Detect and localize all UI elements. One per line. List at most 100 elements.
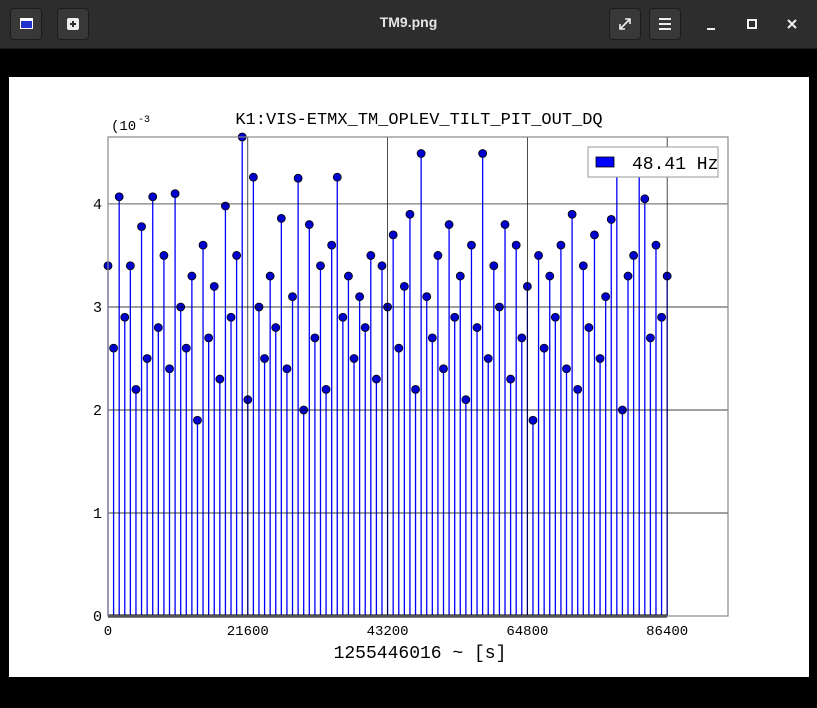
marker [595, 354, 605, 363]
marker [567, 209, 577, 219]
legend-swatch [595, 156, 615, 168]
marker [349, 354, 359, 363]
title-bar: TM9.png [0, 0, 817, 49]
image-viewer: K1:VIS-ETMX_TM_OPLEV_TILT_PIT_OUT_DQ (10… [0, 49, 817, 708]
x-axis-label: 1255446016 ~ [s] [334, 644, 507, 664]
marker [338, 312, 348, 322]
marker [377, 261, 387, 271]
marker [427, 333, 437, 343]
marker [310, 333, 320, 343]
marker [411, 384, 420, 394]
marker [293, 173, 303, 183]
marker [221, 201, 230, 211]
fullscreen-button[interactable] [609, 8, 641, 40]
marker [478, 149, 488, 158]
marker [573, 384, 583, 394]
marker [416, 149, 426, 158]
y-tick-label: 3 [93, 300, 102, 317]
marker [651, 240, 661, 250]
menu-button[interactable] [649, 8, 681, 40]
marker [657, 312, 666, 322]
x-tick-label: 43200 [367, 624, 409, 640]
legend-label: 48.41 Hz [632, 155, 718, 175]
y-tick-label: 4 [93, 197, 102, 214]
marker [209, 281, 219, 291]
marker [327, 240, 337, 250]
marker [562, 364, 571, 374]
marker [467, 240, 476, 250]
marker [489, 261, 499, 271]
marker [131, 384, 141, 394]
marker [125, 261, 135, 271]
icon [659, 18, 671, 30]
marker [148, 192, 158, 202]
marker [422, 292, 432, 302]
marker [355, 292, 365, 302]
marker [366, 251, 376, 260]
marker [265, 271, 275, 281]
marker [590, 230, 599, 240]
marker [517, 333, 527, 343]
plot-frame [107, 136, 729, 617]
chart-title: K1:VIS-ETMX_TM_OPLEV_TILT_PIT_OUT_DQ [235, 111, 602, 130]
marker [405, 209, 415, 219]
marker [332, 172, 342, 182]
marker [450, 312, 460, 322]
marker [360, 323, 370, 332]
x-tick-label: 86400 [646, 624, 688, 640]
marker [640, 194, 650, 204]
marker [181, 343, 191, 353]
marker [165, 364, 174, 374]
marker [187, 271, 197, 281]
marker [511, 240, 521, 250]
marker [472, 323, 482, 332]
new-button[interactable] [57, 8, 89, 40]
marker [534, 251, 543, 260]
icon [20, 18, 33, 29]
marker [645, 333, 655, 343]
y-multiplier-exponent: -3 [138, 115, 150, 126]
marker [629, 251, 639, 260]
y-tick-label: 0 [93, 609, 102, 626]
marker [226, 312, 236, 322]
y-tick-label: 1 [93, 506, 102, 523]
marker [506, 374, 515, 384]
marker [394, 343, 404, 353]
marker [198, 240, 208, 250]
marker [153, 323, 163, 332]
marker [276, 213, 286, 223]
marker [545, 271, 555, 281]
marker [142, 354, 152, 363]
marker [321, 384, 331, 394]
marker [455, 271, 465, 281]
marker [248, 172, 258, 182]
chart: K1:VIS-ETMX_TM_OPLEV_TILT_PIT_OUT_DQ (10… [9, 77, 809, 677]
marker [556, 240, 566, 250]
marker [444, 220, 454, 229]
window-title: TM9.png [379, 14, 438, 30]
marker [344, 271, 353, 281]
y-multiplier: (10 [111, 119, 136, 135]
marker [550, 312, 560, 322]
marker [193, 415, 202, 425]
x-tick-label: 0 [104, 624, 112, 640]
marker [114, 192, 124, 202]
window-controls[interactable] [700, 14, 810, 36]
marker [539, 343, 549, 353]
app-icon-button[interactable] [10, 8, 42, 40]
x-tick-label: 64800 [506, 624, 548, 640]
marker [282, 364, 292, 374]
marker [584, 323, 594, 332]
marker [623, 271, 633, 281]
marker [304, 220, 314, 229]
marker [260, 354, 269, 363]
marker [433, 251, 443, 260]
marker [137, 222, 146, 232]
marker [500, 220, 510, 229]
marker [271, 323, 281, 332]
marker [204, 333, 214, 343]
marker [232, 251, 242, 260]
marker [399, 281, 409, 291]
marker [461, 395, 471, 405]
